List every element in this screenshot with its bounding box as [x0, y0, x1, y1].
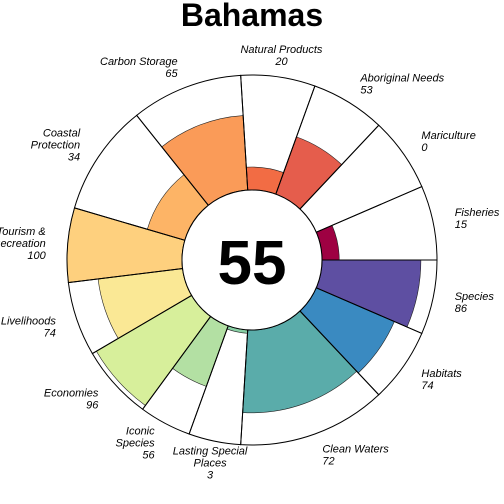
goal-score-habitats: 74: [421, 380, 433, 392]
overall-score: 55: [218, 229, 287, 298]
goal-name-carbon-storage: Carbon Storage: [100, 56, 178, 68]
goal-label-mariculture: Mariculture 0: [421, 130, 475, 154]
goal-name-lasting-special-places: Lasting Special: [173, 446, 248, 458]
goal-name-economies: Economies: [44, 388, 99, 400]
goal-score-natural-products: 20: [274, 56, 288, 68]
goal-label-livelihoods: Livelihoods 74: [1, 315, 57, 339]
goal-name-iconic-species: Iconic: [126, 426, 155, 438]
goal-score-lasting-special-places: 3: [207, 470, 214, 482]
goal-label-tourism-recreation: Tourism &Recreation100: [0, 226, 47, 262]
goal-name-mariculture: Mariculture: [421, 130, 475, 142]
goal-label-habitats: Habitats 74: [421, 368, 462, 392]
goal-score-livelihoods: 74: [44, 327, 56, 339]
goal-name-iconic-species: Species: [116, 438, 156, 450]
goal-name-tourism-recreation: Tourism &: [0, 226, 46, 238]
goal-score-fisheries: 15: [455, 219, 468, 231]
goal-label-natural-products: Natural Products 20: [240, 44, 322, 68]
goal-score-tourism-recreation: 100: [27, 250, 46, 262]
goal-score-clean-waters: 72: [322, 456, 334, 468]
goal-score-mariculture: 0: [421, 142, 428, 154]
goal-name-lasting-special-places: Places: [194, 458, 228, 470]
goal-label-fisheries: Fisheries 15: [455, 207, 500, 231]
goal-label-aboriginal-needs: Aboriginal Needs 53: [359, 73, 444, 97]
goal-name-habitats: Habitats: [421, 368, 462, 380]
goal-label-coastal-protection: Coastal Protection 34: [31, 128, 81, 164]
goal-score-aboriginal-needs: 53: [360, 85, 373, 97]
goal-label-iconic-species: Iconic Species 56: [116, 426, 156, 462]
goal-name-livelihoods: Livelihoods: [1, 315, 57, 327]
goal-name-species: Species: [455, 291, 495, 303]
goal-label-clean-waters: Clean Waters 72: [322, 444, 389, 468]
goal-score-iconic-species: 56: [142, 450, 155, 462]
goal-score-coastal-protection: 34: [68, 152, 80, 164]
goal-label-species: Species 86: [455, 291, 495, 315]
goal-label-lasting-special-places: Lasting Special Places 3: [173, 446, 248, 482]
goal-name-tourism-recreation: Recreation: [0, 238, 46, 250]
goal-label-economies: Economies 96: [44, 388, 99, 412]
center-circle: [181, 189, 323, 331]
petal-group: [66, 115, 422, 414]
goal-name-coastal-protection: Coastal: [43, 128, 81, 140]
goal-name-clean-waters: Clean Waters: [322, 444, 389, 456]
goal-label-carbon-storage: Carbon Storage 65: [100, 56, 179, 80]
goal-score-carbon-storage: 65: [165, 68, 178, 80]
chart-title: Bahamas: [181, 0, 323, 33]
goal-score-species: 86: [455, 303, 468, 315]
goal-name-fisheries: Fisheries: [455, 207, 500, 219]
goal-name-natural-products: Natural Products: [240, 44, 322, 56]
goal-score-economies: 96: [86, 400, 99, 412]
goal-name-coastal-protection: Protection: [31, 140, 81, 152]
goal-name-aboriginal-needs: Aboriginal Needs: [359, 73, 444, 85]
